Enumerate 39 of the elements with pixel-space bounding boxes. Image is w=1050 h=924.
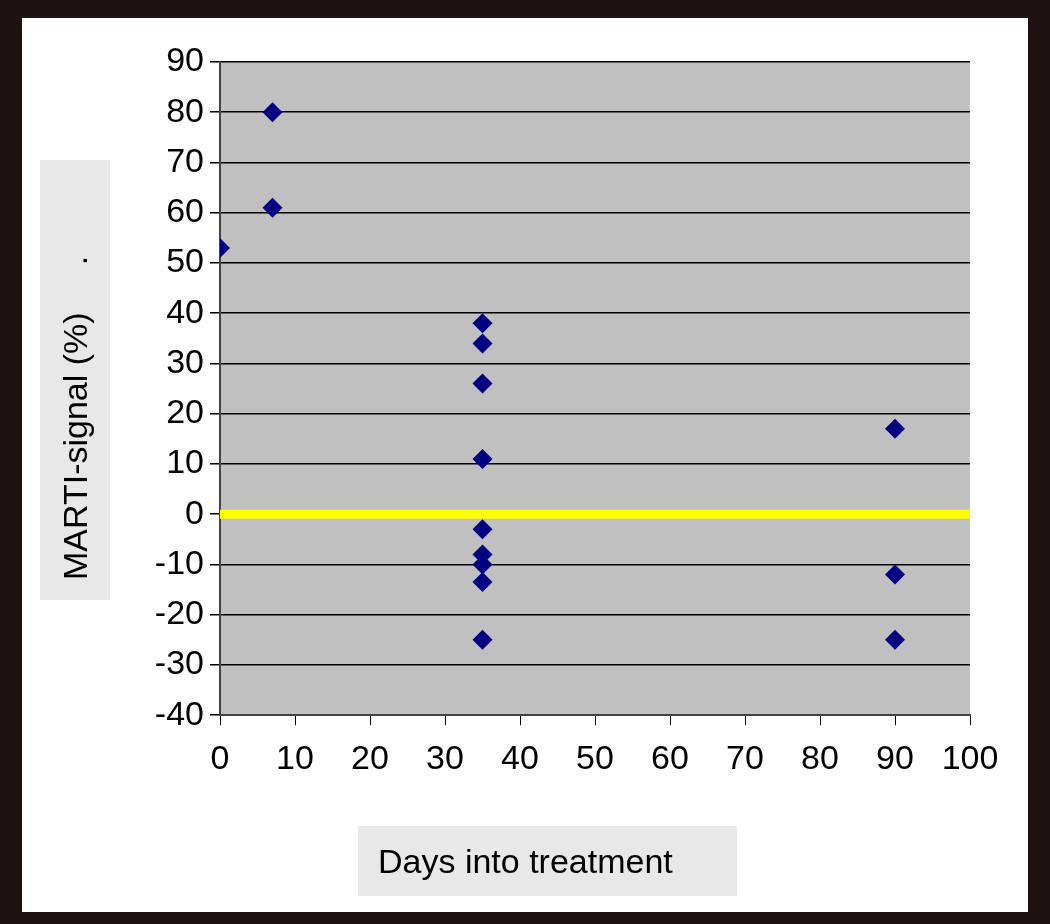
x-tick-label: 60: [651, 737, 689, 776]
x-tick-label: 100: [941, 737, 999, 776]
x-tick-label: 40: [501, 737, 539, 776]
y-tick-label: 30: [166, 341, 204, 380]
point: [472, 333, 493, 354]
point: [472, 629, 493, 650]
point: [472, 519, 493, 540]
point: [472, 572, 493, 593]
point: [885, 418, 905, 439]
point: [472, 373, 493, 394]
x-tick-label: 70: [726, 737, 764, 776]
y-tick-label: -30: [154, 643, 204, 682]
x-tick-label: 10: [276, 737, 314, 776]
y-tick-label: 60: [166, 191, 204, 230]
x-tick-label: 80: [801, 737, 839, 776]
x-tick-label: 20: [351, 737, 389, 776]
y-axis-title: MARTI-signal (%) .: [40, 160, 110, 600]
point: [885, 564, 905, 585]
y-tick-label: 50: [166, 241, 204, 280]
y-tick-label: 20: [166, 392, 204, 431]
point: [885, 629, 905, 650]
x-tick-label: 50: [576, 737, 614, 776]
point: [472, 313, 493, 334]
y-tick-label: 40: [166, 291, 204, 330]
y-tick-label: 10: [166, 442, 204, 481]
y-tick-label: 80: [166, 90, 204, 129]
point: [262, 102, 283, 123]
y-tick-label: -40: [154, 693, 204, 732]
x-axis-title: Days into treatment: [358, 826, 737, 896]
y-tick-label: 70: [166, 140, 204, 179]
point: [472, 448, 493, 469]
x-tick-label: 30: [426, 737, 464, 776]
x-tick-label: 90: [876, 737, 914, 776]
y-tick-label: 0: [185, 492, 204, 531]
y-tick-label: 90: [166, 40, 204, 79]
y-tick-label: -10: [154, 542, 204, 581]
y-tick-label: -20: [154, 593, 204, 632]
point: [262, 197, 283, 218]
x-tick-label: 0: [210, 737, 230, 776]
